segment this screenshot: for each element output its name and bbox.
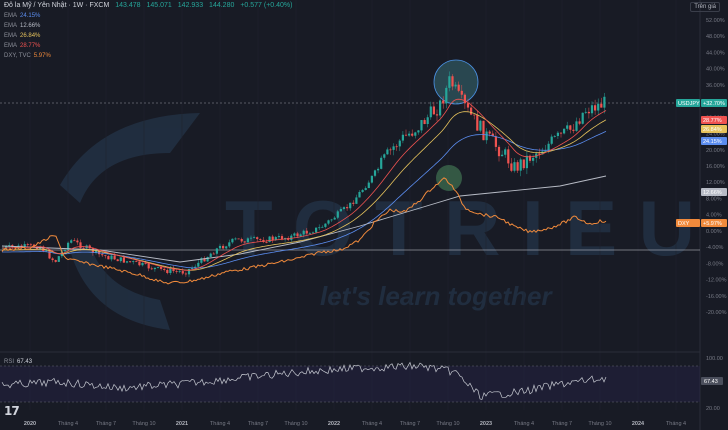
indicator-name: EMA xyxy=(4,43,18,49)
price-tick-label: 52.00% xyxy=(706,18,725,24)
indicator-item[interactable]: DXY, TVC 5.97% xyxy=(4,53,51,59)
time-tick-label: Tháng 10 xyxy=(132,421,155,427)
price-tick-label: -12.00% xyxy=(706,278,727,284)
rsi-line xyxy=(1,361,607,400)
price-tick-label: 16.00% xyxy=(706,164,725,170)
rsi-value: 67.43 xyxy=(17,359,33,365)
ohlc-low: 142.933 xyxy=(177,2,204,9)
price-tag-value: 12.66% xyxy=(703,190,722,196)
time-tick-label: Tháng 7 xyxy=(248,421,268,427)
indicator-item[interactable]: EMA 28.77% xyxy=(4,43,40,49)
ohlc-open: 143.478 xyxy=(115,2,141,9)
time-tick-label: 2020 xyxy=(24,421,36,427)
price-tick-label: 44.00% xyxy=(706,50,725,56)
highlight-peak-dxy xyxy=(436,165,462,191)
time-tick-label: 2023 xyxy=(480,421,492,427)
rsi-legend: RSI 67.43 xyxy=(4,359,32,365)
time-tick-label: 2022 xyxy=(328,421,340,427)
price-tag-value: +32.70% xyxy=(703,101,725,107)
chart-header: Đô la Mỹ / Yên Nhật · 1W · FXCM 143.478 … xyxy=(4,2,292,9)
rsi-tick-label: 20.00 xyxy=(706,406,720,412)
time-tick-label: Tháng 4 xyxy=(210,421,230,427)
indicator-value: 24.15% xyxy=(20,13,41,19)
price-tick-label: 24.00% xyxy=(706,132,725,138)
price-tick-label: 20.00% xyxy=(706,148,725,154)
time-tick-label: Tháng 10 xyxy=(436,421,459,427)
time-tick-label: Tháng 4 xyxy=(58,421,78,427)
time-tick-label: Tháng 7 xyxy=(400,421,420,427)
price-tick-label: 4.00% xyxy=(706,213,722,219)
rsi-name: RSI xyxy=(4,359,15,365)
price-tick-label: 40.00% xyxy=(706,67,725,73)
rsi-value-tag: 67.43 xyxy=(704,379,718,385)
price-tick-label: -16.00% xyxy=(706,294,727,300)
grid xyxy=(29,0,677,410)
usdjpy-candles xyxy=(1,71,606,278)
time-tick-label: Tháng 4 xyxy=(362,421,382,427)
time-tick-label: 2024 xyxy=(632,421,645,427)
dxy-line xyxy=(1,177,607,285)
price-tag-value: 28.77% xyxy=(703,118,722,124)
price-tick-label: 12.00% xyxy=(706,180,725,186)
time-tick-label: Tháng 7 xyxy=(552,421,572,427)
rsi-tick-label: 100.00 xyxy=(706,356,723,362)
time-tick-label: Tháng 4 xyxy=(666,421,686,427)
ema-line-2 xyxy=(1,175,607,263)
ema-line-1 xyxy=(2,131,607,269)
indicator-value: 28.77% xyxy=(20,43,41,49)
indicator-name: EMA xyxy=(4,23,18,29)
price-tag-symbol: USDJPY xyxy=(678,101,700,107)
symbol-title[interactable]: Đô la Mỹ / Yên Nhật · 1W · FXCM xyxy=(4,2,110,9)
price-tags: USDJPY +32.70% 28.77% 26.84% 24.15% 12.66% DXY… xyxy=(676,99,727,385)
price-tick-label: 0.00% xyxy=(706,229,722,235)
price-tick-label: -8.00% xyxy=(706,261,724,267)
indicator-value: 12.66% xyxy=(20,23,41,29)
indicator-value: 5.97% xyxy=(33,53,51,59)
indicator-item[interactable]: EMA 26.84% xyxy=(4,33,40,39)
time-axis: 2020 Tháng 4 Tháng 7 Tháng 10 2021 Tháng 4 Thá… xyxy=(24,421,686,427)
indicator-name: EMA xyxy=(4,33,18,39)
ohlc-close: 144.280 xyxy=(209,2,235,9)
watermark-slogan: let's learn together xyxy=(320,281,553,311)
price-tick-label: 36.00% xyxy=(706,83,725,89)
time-tick-label: Tháng 4 xyxy=(514,421,534,427)
tradingview-logo[interactable]: 17 xyxy=(4,404,20,418)
time-tick-label: 2021 xyxy=(176,421,188,427)
price-tick-label: -4.00% xyxy=(706,245,724,251)
indicator-name: DXY, TVC xyxy=(4,53,31,59)
time-tick-label: Tháng 10 xyxy=(284,421,307,427)
price-tag-value: +5.97% xyxy=(703,221,722,227)
ema-line-3 xyxy=(2,111,607,271)
time-tick-label: Tháng 10 xyxy=(588,421,611,427)
ema-line-4 xyxy=(2,98,607,271)
indicator-item[interactable]: EMA 12.66% xyxy=(4,23,40,29)
scale-mode-button[interactable]: Trên giá xyxy=(690,2,720,12)
price-tick-label: 8.00% xyxy=(706,196,722,202)
indicator-value: 26.84% xyxy=(20,33,41,39)
time-tick-label: Tháng 7 xyxy=(96,421,116,427)
price-tag-value: 24.15% xyxy=(703,139,722,145)
ohlc-high: 145.071 xyxy=(146,2,172,9)
indicator-name: EMA xyxy=(4,13,18,19)
price-tick-label: 48.00% xyxy=(706,34,725,40)
price-tag-symbol: DXY xyxy=(678,221,690,227)
indicator-item[interactable]: EMA 24.15% xyxy=(4,13,40,19)
price-tag-value: 26.84% xyxy=(703,127,722,133)
ohlc-change: +0.577 (+0.40%) xyxy=(240,2,293,9)
highlight-peak-usdjpy xyxy=(433,59,479,105)
price-tick-label: -20.00% xyxy=(706,310,727,316)
